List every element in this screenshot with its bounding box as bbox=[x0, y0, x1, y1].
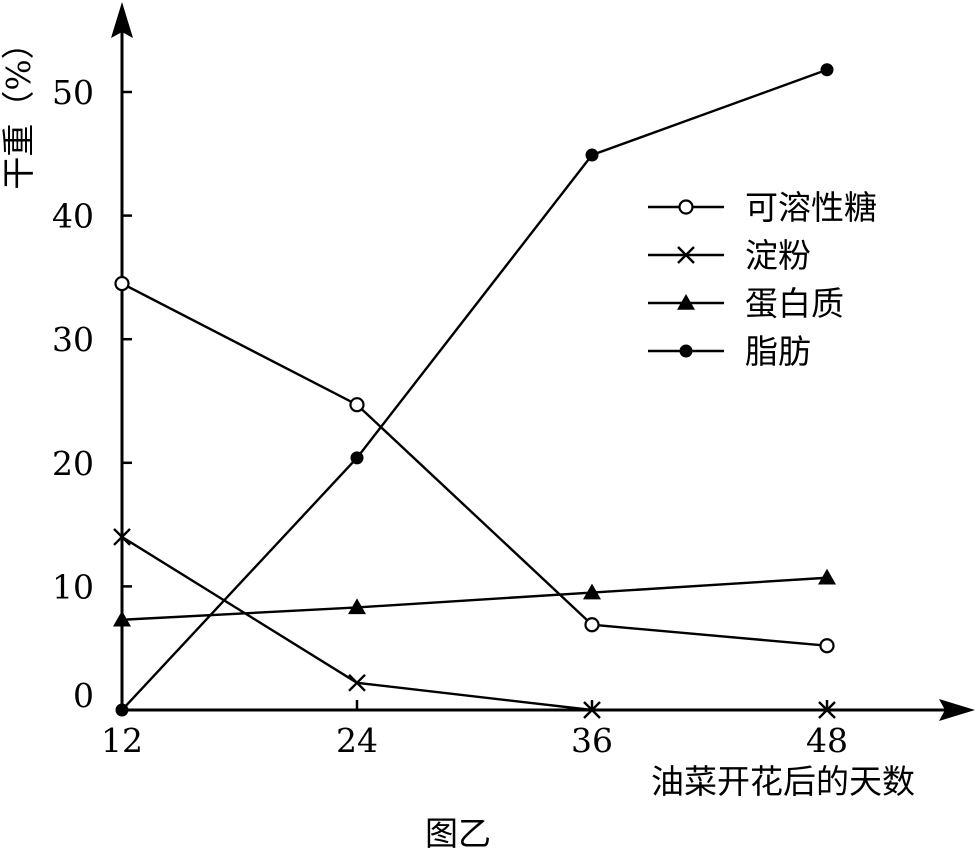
data-point bbox=[818, 568, 836, 585]
data-point bbox=[585, 148, 599, 162]
figure-caption: 图乙 bbox=[425, 814, 491, 853]
data-point bbox=[583, 583, 601, 600]
legend-item: 脂肪 bbox=[648, 332, 811, 371]
cross-stroke bbox=[583, 701, 601, 719]
y-axis-label: 干重（%） bbox=[0, 26, 38, 189]
y-axis-arrow bbox=[111, 2, 133, 38]
x-axis-label: 油菜开花后的天数 bbox=[651, 762, 915, 801]
series-line bbox=[121, 68, 828, 711]
cross-stroke bbox=[348, 673, 366, 692]
series-line bbox=[121, 535, 827, 712]
data-point bbox=[113, 528, 131, 546]
data-point bbox=[349, 397, 365, 413]
y-tick-label: 50 bbox=[52, 73, 94, 112]
legend-marker bbox=[679, 344, 693, 358]
x-tick-label: 48 bbox=[806, 721, 848, 760]
legend-item: 可溶性糖 bbox=[648, 188, 877, 227]
series-filled-triangle bbox=[113, 568, 836, 627]
data-point bbox=[583, 701, 601, 719]
series-group bbox=[113, 63, 836, 719]
data-point bbox=[114, 275, 130, 292]
x-axis-arrow bbox=[939, 699, 975, 721]
data-point bbox=[115, 703, 129, 717]
legend-label: 脂肪 bbox=[745, 332, 811, 371]
series-line bbox=[121, 576, 828, 621]
x-tick-label: 12 bbox=[101, 721, 143, 760]
y-ticks: 0 10 20 30 40 50 bbox=[52, 73, 132, 715]
legend-marker bbox=[677, 246, 695, 264]
data-point bbox=[818, 701, 836, 719]
data-point bbox=[819, 638, 835, 654]
series-line bbox=[121, 282, 828, 647]
y-tick-label: 0 bbox=[73, 676, 94, 715]
cross-stroke bbox=[818, 701, 836, 719]
legend-item: 蛋白质 bbox=[648, 284, 844, 323]
legend-label: 淀粉 bbox=[745, 236, 811, 275]
data-point bbox=[820, 63, 834, 77]
y-tick-label: 10 bbox=[52, 567, 94, 606]
legend-item: 淀粉 bbox=[648, 236, 811, 275]
legend-marker bbox=[678, 199, 694, 215]
series-open-circle bbox=[114, 275, 835, 654]
y-tick-label: 30 bbox=[52, 320, 94, 359]
x-tick-label: 24 bbox=[336, 721, 378, 760]
data-point bbox=[113, 610, 131, 627]
cross-stroke bbox=[113, 528, 131, 546]
y-tick-label: 40 bbox=[52, 197, 94, 236]
data-point bbox=[348, 673, 366, 692]
x-tick-label: 36 bbox=[571, 721, 613, 760]
series-filled-circle bbox=[115, 63, 834, 717]
cross-stroke bbox=[677, 246, 695, 264]
legend-marker bbox=[677, 294, 695, 310]
data-point bbox=[350, 451, 364, 465]
legend-label: 蛋白质 bbox=[745, 284, 844, 323]
y-tick-label: 20 bbox=[52, 444, 94, 483]
series-cross bbox=[113, 528, 836, 719]
data-point bbox=[348, 598, 366, 615]
x-ticks: 12 24 36 48 bbox=[101, 700, 848, 760]
legend-label: 可溶性糖 bbox=[745, 188, 877, 227]
data-point bbox=[584, 617, 600, 633]
